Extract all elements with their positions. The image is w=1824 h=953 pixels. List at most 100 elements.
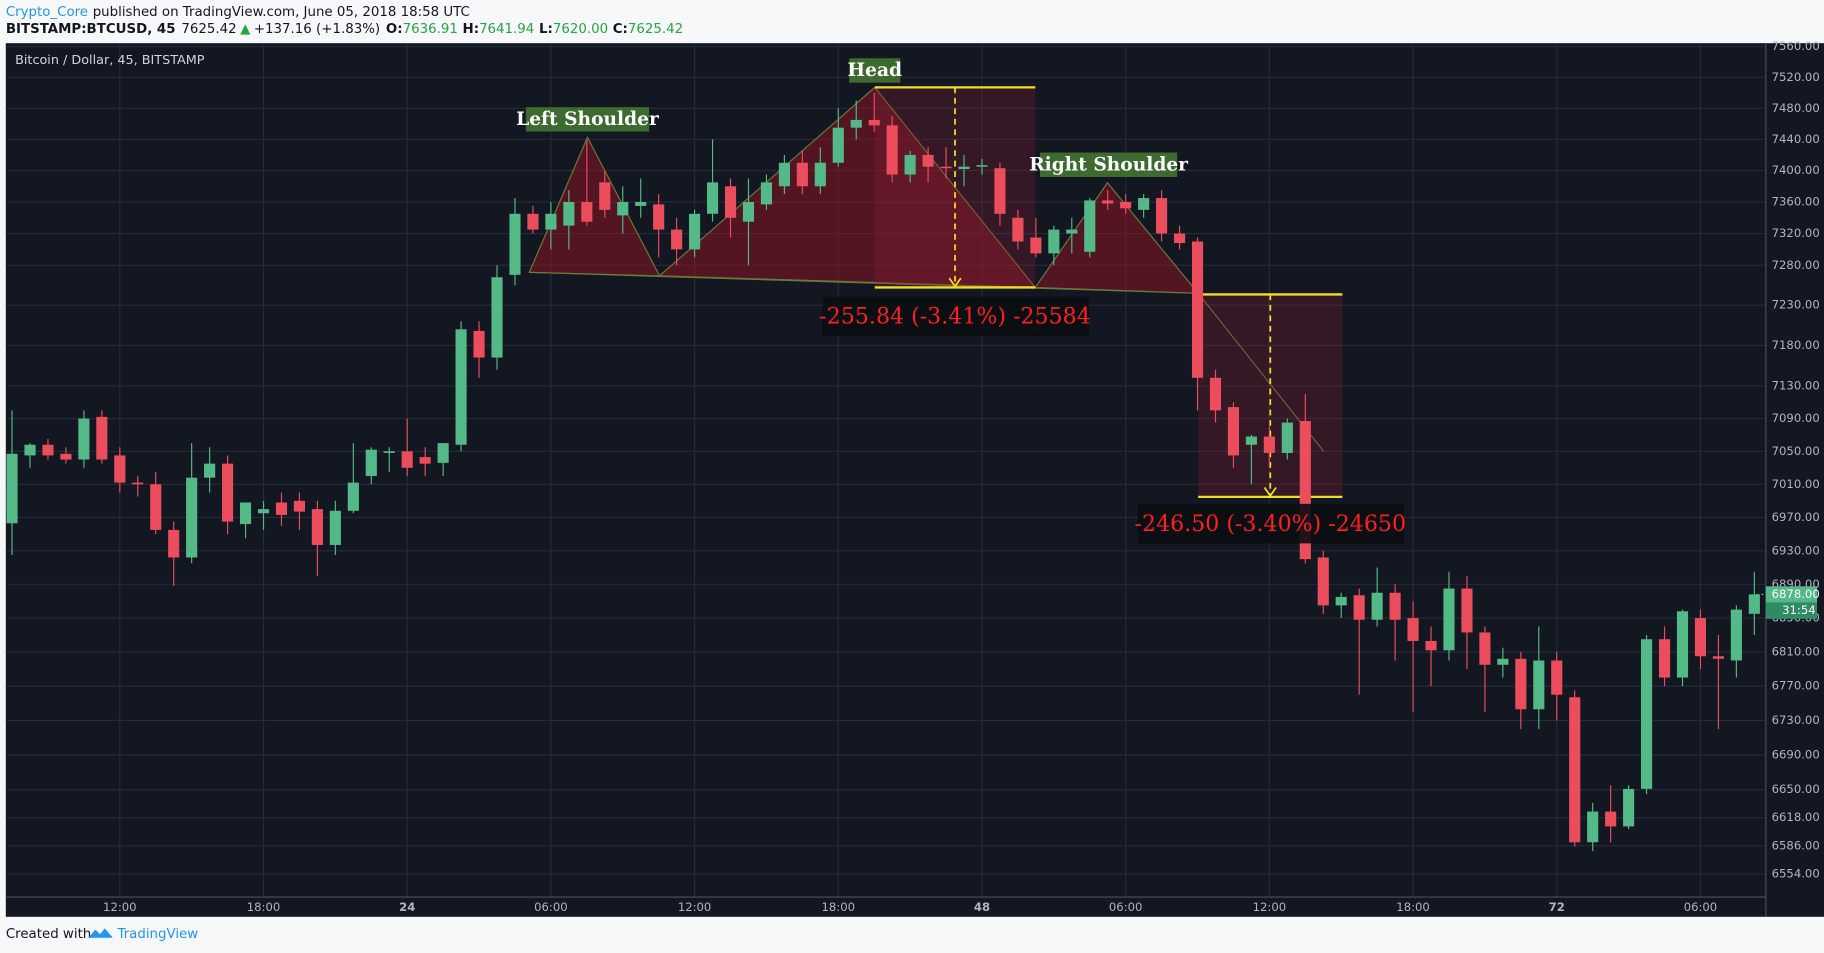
x-tick-label: 48 [974,900,990,914]
x-tick-label: 06:00 [1109,900,1143,914]
candle-body [1533,660,1545,710]
candle-body [1551,660,1563,695]
candle-body [275,502,288,515]
x-tick-label: 12:00 [678,900,712,914]
candle-body [1012,217,1024,242]
candle-body [940,166,952,169]
y-tick-label: 6770.00 [1772,679,1820,693]
x-tick-label: 24 [399,900,415,914]
candle-body [186,477,198,558]
y-tick-label: 6650.00 [1772,782,1820,796]
candles [6,92,1760,852]
measure-label-box [1137,503,1405,544]
y-tick-label: 7010.00 [1772,477,1820,491]
price: 7625.42 [181,22,236,37]
y-tick-label: 7280.00 [1772,258,1820,272]
candle-body [689,213,701,250]
arrow-head [948,277,962,288]
candle-body [96,416,108,460]
candle-body [635,201,647,206]
last-price-tag [1765,586,1818,603]
y-tick-label: 7050.00 [1772,444,1820,458]
candle-body [42,444,54,456]
y-tick-label: 7180.00 [1772,338,1820,352]
author[interactable]: Crypto_Core [6,5,88,20]
l-value: 7620.00 [553,22,608,37]
candle-body [1389,592,1401,620]
candle-body [6,453,18,524]
candle-body [1209,377,1222,411]
candle-body [868,119,880,126]
candle-body [1730,609,1742,661]
x-tick-label: 72 [1549,900,1565,914]
axes: 7560.00 7520.00 7480.00 7440.00 7400.00 7360.… [103,39,1820,914]
arrow: ▲ [240,22,251,37]
candle-body [473,330,485,358]
candle-body [204,463,216,478]
candle-body [455,329,467,445]
candle-body [599,182,611,210]
candle-body [724,186,737,218]
y-tick-label: 6810.00 [1772,644,1820,658]
candle-body [437,443,449,463]
candle-body [1317,557,1329,606]
countdown-label: 31:54 [1782,603,1816,617]
candle-body [168,529,180,558]
countdown-tag [1765,602,1818,619]
candle-body [1066,229,1078,234]
c-label: C: [613,22,628,37]
candle-body [617,201,629,216]
footer-brand[interactable]: TradingView [116,927,198,942]
candle-body [347,482,359,511]
candle-body [1712,656,1724,659]
candle-body [401,451,413,468]
candle-body [1299,420,1311,560]
label-box [849,58,901,83]
y-tick-label: 7090.00 [1772,411,1820,425]
label-box [525,107,650,132]
y-tick-label: 7520.00 [1772,70,1820,84]
candle-body [78,418,90,460]
candle-body [1569,697,1581,843]
x-tick-label: 18:00 [822,900,856,914]
x-tick-label: 18:00 [1396,900,1430,914]
right-shoulder-label: Right Shoulder [1029,154,1188,175]
candle-body [760,182,773,205]
candle-body [1658,639,1671,678]
x-tick-label: 06:00 [1684,900,1718,914]
candle-body [383,451,395,453]
candle-body [1048,229,1060,254]
pattern [528,86,1343,499]
publish-line: Crypto_Core published on TradingView.com,… [6,5,470,20]
left-shoulder-label: Left Shoulder [516,109,659,130]
measure-label-box [822,296,1089,337]
label-box [1039,152,1178,177]
candle-body [257,509,270,514]
measure-label: -255.84 (-3.41%) -25584 [819,304,1090,330]
candle-body [1030,237,1042,254]
y-tick-label: 7400.00 [1772,163,1820,177]
o-value: 7636.91 [403,22,458,37]
candle-body [1335,596,1347,606]
candle-body [994,168,1006,214]
candle-body [563,201,575,226]
candle-body [1245,436,1257,445]
y-tick-label: 6970.00 [1772,510,1820,524]
candle-body [581,201,593,222]
candle-body [1102,200,1114,204]
candle-body [958,166,970,170]
last-price-label: 6878.00 [1772,587,1820,601]
candle-body [1461,588,1473,633]
candle-body [222,463,234,522]
y-tick-label: 6586.00 [1772,838,1820,852]
footer-created: Created with [6,927,91,942]
candle-body [1676,611,1689,678]
candle-body [796,162,808,187]
candle-body [1641,639,1653,789]
x-tick-label: 18:00 [247,900,281,914]
candle-body [1515,658,1527,710]
candle-body [1138,198,1150,210]
candle-body [1497,658,1509,665]
y-tick-label: 6618.00 [1772,810,1820,824]
